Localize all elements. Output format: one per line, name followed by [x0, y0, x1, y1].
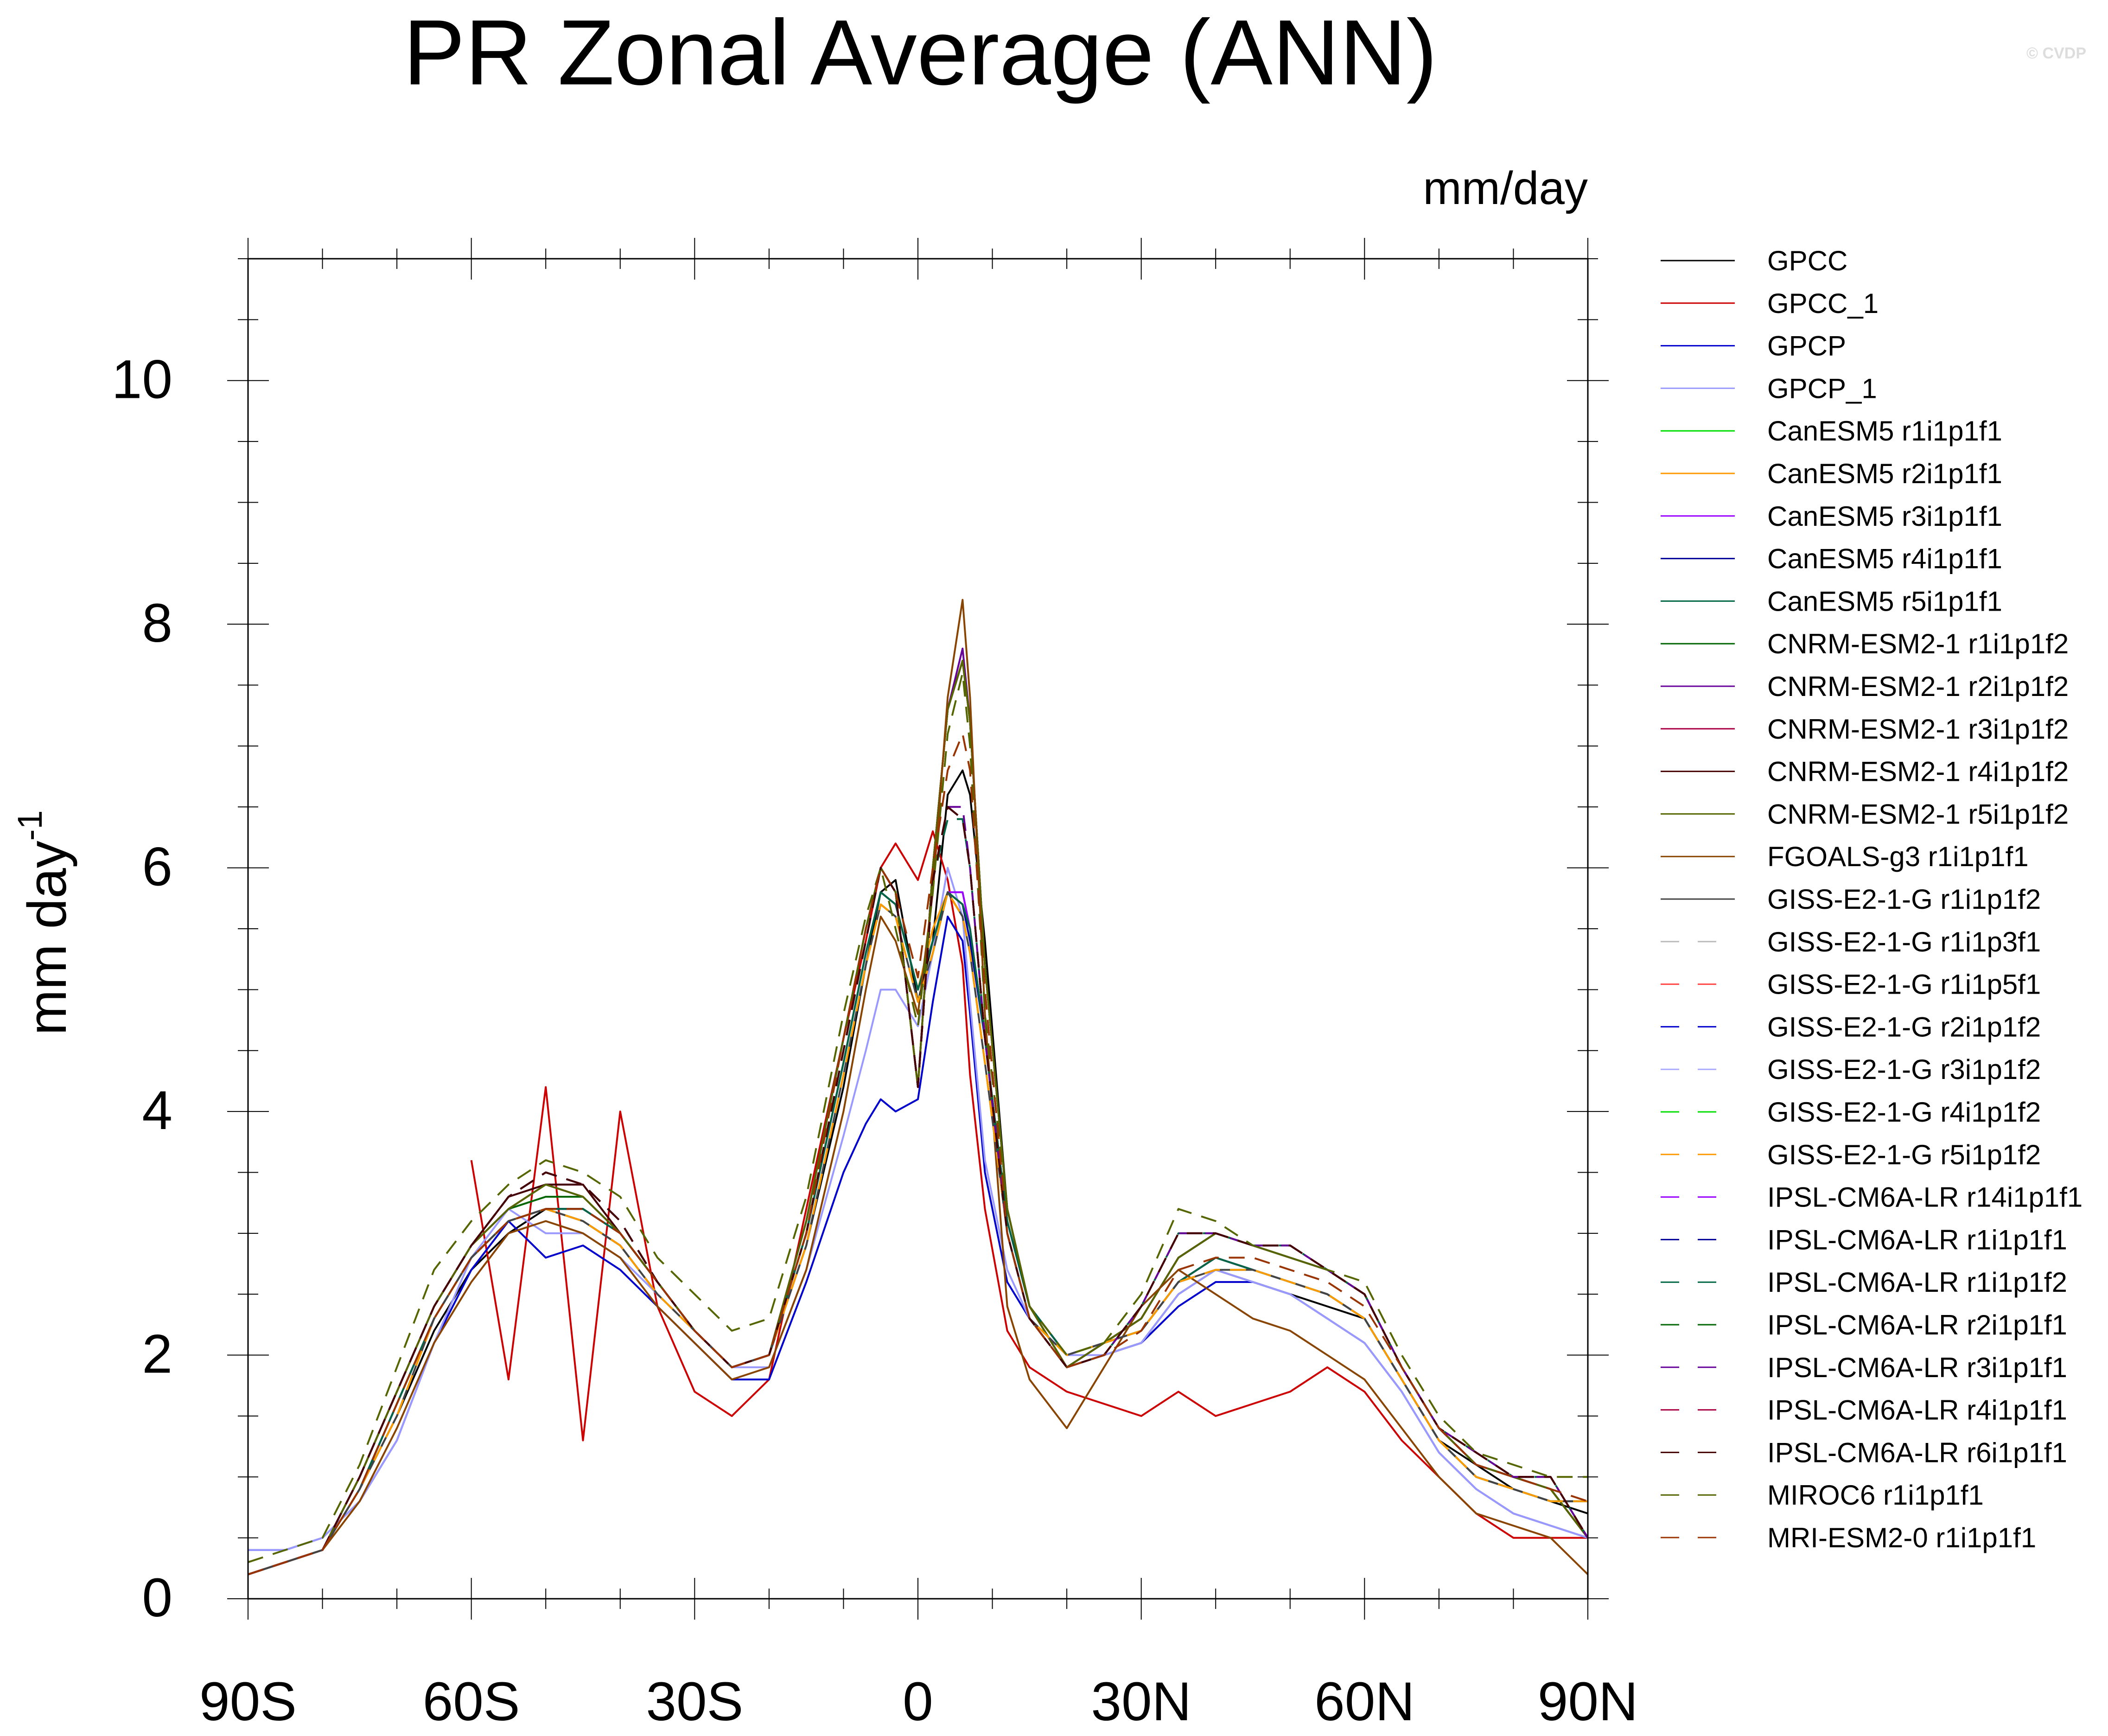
series-line-29 — [248, 806, 1589, 1576]
series-line-1 — [359, 769, 1588, 1515]
legend-label: IPSL-CM6A-LR r1i1p1f1 — [1767, 1224, 2067, 1255]
legend-label: GISS-E2-1-G r1i1p3f1 — [1767, 926, 2041, 957]
series-line-7 — [248, 891, 1588, 1576]
series-line-12 — [248, 660, 1589, 1576]
legend-label: MIROC6 r1i1p1f1 — [1767, 1480, 1984, 1511]
legend-label: MRI-ESM2-0 r1i1p1f1 — [1767, 1522, 2036, 1553]
series-line-2 — [470, 830, 1588, 1539]
x-tick-label: 90S — [199, 1671, 297, 1732]
svg-text:mm day-1: mm day-1 — [11, 810, 78, 1035]
legend-label: CNRM-ESM2-1 r4i1p1f2 — [1767, 756, 2069, 787]
series-line-14 — [248, 660, 1589, 1576]
series-line-23 — [248, 806, 1589, 1576]
y-tick-labels: 0 2 4 6 8 10 — [112, 349, 172, 1628]
series-line-20 — [248, 891, 1588, 1576]
legend-label: FGOALS-g3 r1i1p1f1 — [1767, 841, 2029, 872]
series-line-25 — [248, 818, 1589, 1576]
y-tick-label: 0 — [142, 1567, 172, 1628]
series-lines — [248, 599, 1589, 1576]
x-tick-labels: 90S 60S 30S 0 30N 60N 90N — [199, 1671, 1638, 1732]
y-axis-title-text: mm day — [17, 841, 78, 1035]
legend-label: CNRM-ESM2-1 r3i1p1f2 — [1767, 714, 2069, 745]
y-tick-label: 4 — [142, 1080, 172, 1141]
legend-label: GPCC — [1767, 245, 1847, 276]
legend-label: CanESM5 r2i1p1f1 — [1767, 458, 2002, 489]
y-axis-title: mm day-1 — [11, 810, 78, 1035]
legend-label: IPSL-CM6A-LR r2i1p1f1 — [1767, 1309, 2067, 1340]
series-line-18 — [248, 891, 1588, 1576]
legend-label: CNRM-ESM2-1 r1i1p1f2 — [1767, 628, 2069, 659]
legend-label: IPSL-CM6A-LR r3i1p1f1 — [1767, 1352, 2067, 1383]
series-line-21 — [248, 891, 1588, 1576]
legend-label: CanESM5 r1i1p1f1 — [1767, 415, 2002, 447]
units-label: mm/day — [1423, 162, 1588, 214]
legend-label: CanESM5 r4i1p1f1 — [1767, 543, 2002, 574]
series-line-24 — [248, 806, 1589, 1576]
series-line-30 — [248, 672, 1588, 1564]
series-line-16 — [248, 891, 1588, 1576]
legend-label: GISS-E2-1-G r2i1p1f2 — [1767, 1011, 2041, 1042]
legend-label: GISS-E2-1-G r4i1p1f2 — [1767, 1097, 2041, 1128]
x-tick-label: 0 — [903, 1671, 933, 1732]
series-line-26 — [248, 806, 1589, 1576]
series-line-31 — [248, 733, 1588, 1576]
series-line-17 — [248, 891, 1588, 1576]
series-line-19 — [248, 891, 1588, 1576]
legend-label: CNRM-ESM2-1 r2i1p1f2 — [1767, 671, 2069, 702]
legend-label: GPCP_1 — [1767, 373, 1877, 404]
chart-title: PR Zonal Average (ANN) — [403, 1, 1438, 104]
series-line-4 — [248, 867, 1588, 1551]
y-tick-label: 6 — [142, 836, 172, 898]
series-line-28 — [248, 806, 1589, 1576]
series-line-22 — [248, 891, 1588, 1576]
y-tick-label: 2 — [142, 1324, 172, 1385]
legend-label: GISS-E2-1-G r1i1p5f1 — [1767, 969, 2041, 1000]
x-tick-label: 30N — [1091, 1671, 1191, 1732]
series-line-27 — [248, 806, 1589, 1576]
x-tick-label: 60S — [423, 1671, 520, 1732]
axis-ticks — [227, 238, 1609, 1620]
legend-label: GISS-E2-1-G r3i1p1f2 — [1767, 1054, 2041, 1085]
legend-label: CanESM5 r5i1p1f1 — [1767, 586, 2002, 617]
legend-label: IPSL-CM6A-LR r14i1p1f1 — [1767, 1182, 2083, 1213]
legend-label: GPCP — [1767, 331, 1846, 362]
series-line-9 — [248, 891, 1588, 1576]
series-line-8 — [248, 891, 1588, 1576]
x-tick-label: 30S — [646, 1671, 743, 1732]
y-tick-label: 8 — [142, 593, 172, 654]
legend-label: CanESM5 r3i1p1f1 — [1767, 501, 2002, 532]
legend-label: GISS-E2-1-G r1i1p1f2 — [1767, 884, 2041, 915]
legend-label: GISS-E2-1-G r5i1p1f2 — [1767, 1139, 2041, 1170]
legend-label: IPSL-CM6A-LR r4i1p1f1 — [1767, 1395, 2067, 1426]
series-line-11 — [248, 647, 1589, 1576]
legend-label: IPSL-CM6A-LR r6i1p1f1 — [1767, 1437, 2067, 1468]
legend-label: GPCC_1 — [1767, 288, 1879, 319]
legend: GPCC GPCC_1 GPCP GPCP_1 CanESM5 r1i1p1f1 CanE… — [1661, 245, 2083, 1553]
series-line-10 — [248, 660, 1589, 1576]
legend-label: IPSL-CM6A-LR r1i1p1f2 — [1767, 1267, 2067, 1298]
y-axis-title-exponent: -1 — [11, 810, 49, 841]
y-tick-label: 10 — [112, 349, 172, 410]
plot-frame — [247, 258, 1589, 1600]
series-line-5 — [248, 891, 1588, 1576]
credit-text: © CVDP — [2026, 45, 2086, 62]
x-tick-label: 60N — [1314, 1671, 1414, 1732]
series-line-6 — [248, 891, 1588, 1576]
legend-label: CNRM-ESM2-1 r5i1p1f2 — [1767, 798, 2069, 830]
x-tick-label: 90N — [1538, 1671, 1638, 1732]
series-line-13 — [248, 660, 1589, 1576]
